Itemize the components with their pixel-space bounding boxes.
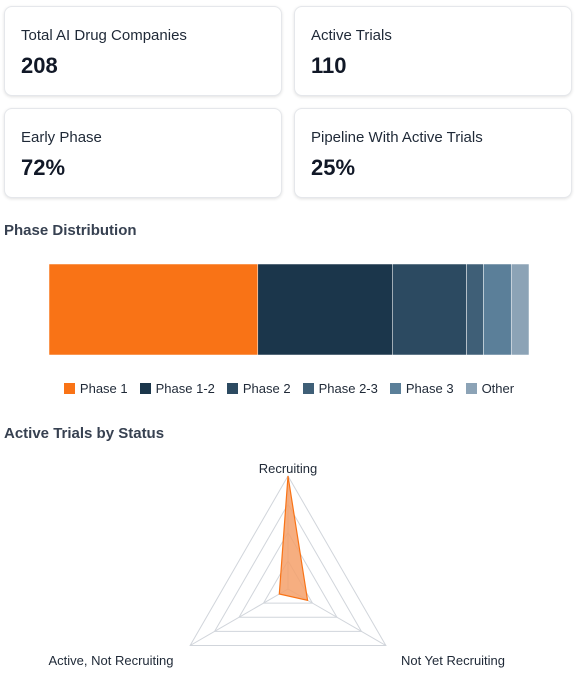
phase-distribution-title: Phase Distribution xyxy=(4,222,137,239)
stat-label: Early Phase xyxy=(21,129,102,146)
legend-item-other[interactable]: Other xyxy=(465,381,515,396)
legend-label: Phase 2-3 xyxy=(318,381,378,396)
phase-bar-phase-3[interactable] xyxy=(483,263,512,356)
legend-item-phase-1-2[interactable]: Phase 1-2 xyxy=(139,381,215,396)
stat-label: Pipeline With Active Trials xyxy=(311,129,483,146)
legend-swatch xyxy=(302,383,314,394)
legend-label: Phase 2 xyxy=(242,381,291,396)
stat-label: Active Trials xyxy=(311,27,392,44)
trials-status-radar: Recruiting Not Yet Recruiting Active, Not … xyxy=(49,461,506,668)
stat-card-early-phase: Early Phase 72% xyxy=(4,108,282,198)
phase-bar-phase-2-3[interactable] xyxy=(466,263,484,356)
radar-series-area[interactable] xyxy=(278,475,309,602)
legend-label: Phase 1-2 xyxy=(155,381,215,396)
stat-value: 110 xyxy=(311,53,347,78)
radar-axis-label-active-not-recruiting: Active, Not Recruiting xyxy=(49,653,174,668)
phase-bar-phase-1-2[interactable] xyxy=(257,263,393,356)
legend-label: Phase 3 xyxy=(405,381,454,396)
legend-swatch xyxy=(226,383,238,394)
radar-grid-ring xyxy=(213,503,363,632)
stat-card-pipeline-active: Pipeline With Active Trials 25% xyxy=(294,108,572,198)
legend-item-phase-1[interactable]: Phase 1 xyxy=(63,381,128,396)
trials-status-title: Active Trials by Status xyxy=(4,425,165,442)
legend-swatch xyxy=(465,383,477,394)
radar-grid-ring xyxy=(238,531,338,618)
stat-value: 208 xyxy=(21,53,58,78)
legend-item-phase-3[interactable]: Phase 3 xyxy=(389,381,454,396)
phase-bar-other[interactable] xyxy=(510,263,530,356)
stat-label: Total AI Drug Companies xyxy=(21,27,187,44)
phase-bar-phase-1[interactable] xyxy=(48,263,259,356)
stat-card-active-trials: Active Trials 110 xyxy=(294,6,572,96)
legend-item-phase-2[interactable]: Phase 2 xyxy=(226,381,291,396)
legend-item-phase-2-3[interactable]: Phase 2-3 xyxy=(302,381,378,396)
phase-bar-phase-2[interactable] xyxy=(392,263,467,356)
phase-distribution-chart xyxy=(48,263,530,356)
radar-axis-label-recruiting: Recruiting xyxy=(259,461,318,476)
stat-card-total-companies: Total AI Drug Companies 208 xyxy=(4,6,282,96)
legend-swatch xyxy=(389,383,401,394)
radar-axis-label-not-yet-recruiting: Not Yet Recruiting xyxy=(401,653,505,668)
stat-value: 72% xyxy=(21,155,66,180)
legend-label: Phase 1 xyxy=(79,381,128,396)
legend-swatch xyxy=(139,383,151,394)
legend-swatch xyxy=(63,383,75,394)
legend-label: Other xyxy=(481,381,515,396)
radar-axis xyxy=(189,588,289,646)
radar-grid-ring xyxy=(189,474,387,646)
phase-legend: Phase 1 Phase 1-2 Phase 2 Phase 2-3 Phas… xyxy=(0,381,578,396)
stat-value: 25% xyxy=(311,155,356,180)
